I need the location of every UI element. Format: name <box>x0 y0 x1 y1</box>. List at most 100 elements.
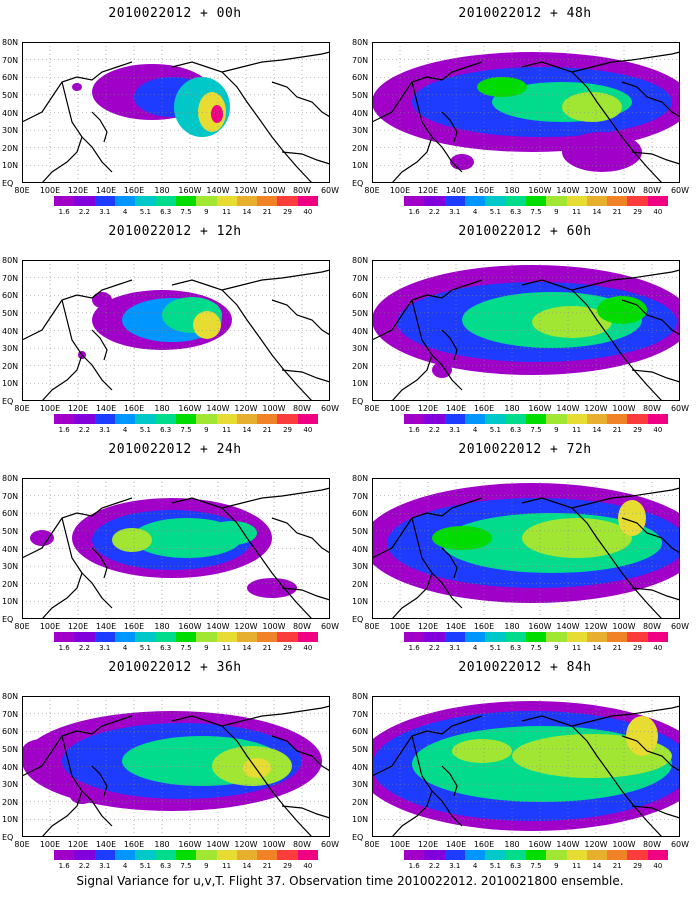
colorbar-tick-label: 4 <box>122 426 128 434</box>
colorbar-tick-label: 5.1 <box>139 644 151 652</box>
colorbar-tick-label: 9 <box>554 426 559 434</box>
coastline <box>281 587 330 601</box>
coastline <box>171 279 313 401</box>
colorbar-tick-label: 1.6 <box>408 644 420 652</box>
colorbar-labels: 1.6 2.2 3.1 4 5.1 6.3 7.5 9 11 14 21 29 40 <box>404 862 668 872</box>
panel-title: 2010022012 + 48h <box>458 6 592 21</box>
colorbar-labels: 1.6 2.2 3.1 4 5.1 6.3 7.5 9 11 14 21 29 40 <box>54 862 318 872</box>
colorbar-swatch <box>404 632 425 642</box>
lat-tick-label: 60N <box>2 509 19 519</box>
coastline <box>81 354 113 391</box>
lon-tick-label: 100E <box>39 404 61 413</box>
map-plot <box>22 260 330 401</box>
lon-tick-label: 140E <box>445 622 467 631</box>
colorbar-swatch <box>404 196 425 206</box>
lat-tick-label: 10N <box>352 597 369 607</box>
lon-tick-label: 180 <box>154 622 170 631</box>
colorbar-swatch <box>54 850 75 860</box>
colorbar-tick-label: 5.1 <box>139 862 151 870</box>
coastline <box>41 299 83 401</box>
lat-tick-label: 60N <box>2 291 19 301</box>
coastline <box>41 81 83 183</box>
coastline <box>22 279 133 341</box>
colorbar-tick-label: 6.3 <box>510 208 522 216</box>
lat-tick-label: 70N <box>2 273 19 283</box>
map-plot <box>372 260 680 401</box>
colorbar-tick-label: 29 <box>283 644 292 652</box>
colorbar-tick-label: 2.2 <box>428 426 441 434</box>
lat-tick-label: 50N <box>352 308 369 318</box>
colorbar-labels: 1.6 2.2 3.1 4 5.1 6.3 7.5 9 11 14 21 29 40 <box>54 426 318 436</box>
colorbar-swatch <box>647 196 669 206</box>
colorbar-tick-label: 4 <box>122 208 128 216</box>
coastline <box>441 111 458 143</box>
lon-tick-label: 160E <box>123 186 145 195</box>
colorbar-swatch <box>257 196 278 206</box>
map-panel: 2010022012 + 72h 80N 70N 60N 50N 40N 30N 20N 10N… <box>350 436 700 661</box>
lat-tick-label: 30N <box>2 562 19 572</box>
coastline <box>631 369 680 383</box>
lon-tick-label: 60W <box>670 840 690 849</box>
colorbar-swatch <box>175 632 197 642</box>
colorbar-swatch <box>54 196 75 206</box>
coastline <box>372 61 483 123</box>
lat-tick-label: 40N <box>352 326 369 336</box>
colorbar-swatch <box>485 632 506 642</box>
colorbar-swatch <box>277 632 298 642</box>
coastline <box>391 299 433 401</box>
coastline <box>221 51 330 73</box>
colorbar-tick-label: 29 <box>283 208 292 216</box>
lon-tick-label: 160W <box>528 186 552 195</box>
lon-tick-label: 120W <box>234 840 258 849</box>
coastline <box>81 790 113 827</box>
lon-tick-label: 180 <box>504 622 520 631</box>
coastline <box>171 715 313 837</box>
colorbar-swatch <box>94 414 115 424</box>
lon-tick-label: 180 <box>154 840 170 849</box>
colorbar-swatch <box>297 414 319 424</box>
lon-tick-label: 100E <box>389 404 411 413</box>
colorbar-swatch <box>175 850 197 860</box>
colorbar-tick-label: 3.1 <box>99 208 111 216</box>
lon-tick-label: 100W <box>262 622 286 631</box>
coastline <box>281 151 330 165</box>
coastline <box>521 497 663 619</box>
map-panel: 2010022012 + 84h 80N 70N 60N 50N 40N 30N 20N 10N… <box>350 654 700 879</box>
coastline <box>621 517 680 554</box>
lat-tick-label: EQ <box>2 615 14 624</box>
colorbar-swatch <box>525 414 547 424</box>
coastline <box>372 497 483 559</box>
colorbar-tick-label: 7.5 <box>530 644 542 652</box>
variance-contour <box>618 500 646 536</box>
colorbar-swatch <box>525 632 547 642</box>
lat-tick-label: 50N <box>2 744 19 754</box>
lat-tick-label: 40N <box>2 108 19 118</box>
lat-tick-label: 20N <box>352 579 369 589</box>
colorbar-tick-label: 11 <box>572 208 582 216</box>
lon-tick-label: 120W <box>234 622 258 631</box>
coastline <box>372 279 483 341</box>
colorbar-tick-label: 14 <box>242 644 252 652</box>
colorbar-swatch <box>607 632 628 642</box>
lon-tick-label: 80E <box>14 840 30 849</box>
lon-tick-label: 60W <box>670 404 690 413</box>
lon-tick-label: 160W <box>528 840 552 849</box>
colorbar <box>54 196 319 206</box>
colorbar-tick-label: 21 <box>612 426 622 434</box>
lat-tick-label: EQ <box>352 179 364 188</box>
colorbar <box>404 632 669 642</box>
coastline <box>521 715 663 837</box>
map-frame <box>372 696 680 837</box>
colorbar-swatch <box>54 414 75 424</box>
lat-tick-label: 80N <box>352 692 369 701</box>
colorbar-swatch <box>277 850 298 860</box>
colorbar-tick-label: 14 <box>592 426 602 434</box>
lat-tick-label: 60N <box>2 73 19 83</box>
colorbar-swatch <box>505 632 526 642</box>
colorbar-swatch <box>566 196 587 206</box>
map-frame <box>22 478 330 619</box>
colorbar-swatch <box>114 850 136 860</box>
lat-tick-label: 40N <box>352 544 369 554</box>
lon-tick-label: 80E <box>364 404 380 413</box>
colorbar-labels: 1.6 2.2 3.1 4 5.1 6.3 7.5 9 11 14 21 29 40 <box>404 426 668 436</box>
